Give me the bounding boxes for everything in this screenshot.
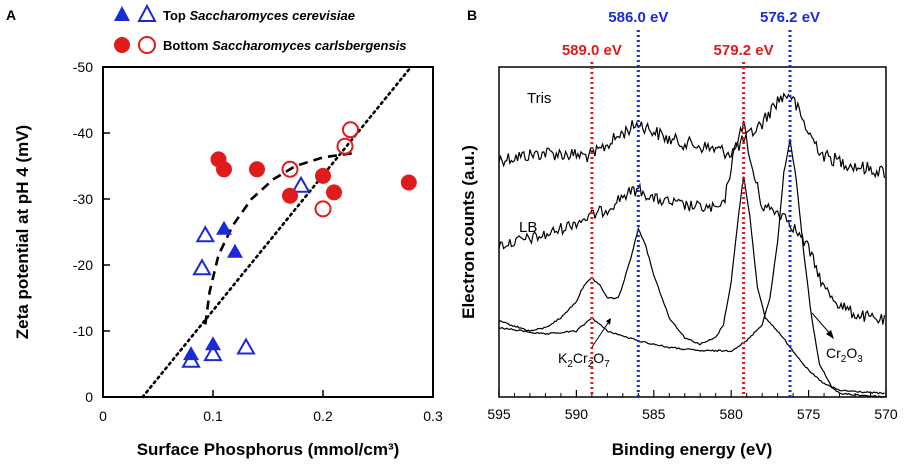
circle-filled-point bbox=[216, 161, 232, 178]
x-tick-label-b: 580 bbox=[720, 406, 744, 422]
y-tick-label-a: -50 bbox=[73, 59, 93, 75]
reference-label-5762: 576.2 eV bbox=[760, 9, 820, 26]
ticks-b: 595 590 585 580 575 570 bbox=[487, 390, 898, 422]
reference-label-5792: 579.2 eV bbox=[714, 42, 774, 59]
annotation-k2cr2o7-arrowhead bbox=[606, 318, 611, 325]
reference-label-5860: 586.0 eV bbox=[608, 9, 668, 26]
legend-top-species: Saccharomyces cerevisiae bbox=[189, 8, 355, 23]
circle-open-point bbox=[281, 160, 299, 178]
panel-b: B 595 590 585 580 575 570 589.0 eV 586.0 eV 579… bbox=[459, 7, 898, 459]
x-tick-label-a: 0.2 bbox=[313, 408, 333, 424]
series-label-tris: Tris bbox=[527, 90, 551, 107]
x-tick-label-b: 595 bbox=[487, 406, 511, 422]
annotation-k2cr2o7: K2Cr2O7 bbox=[558, 318, 611, 370]
legend-top-text: Top Saccharomyces cerevisiae bbox=[163, 8, 355, 23]
y-axis-label-b: Electron counts (a.u.) bbox=[459, 145, 478, 319]
y-tick-label-a: 0 bbox=[85, 389, 93, 405]
y-tick-label-a: -20 bbox=[73, 257, 93, 273]
circle-filled-point bbox=[249, 161, 265, 178]
triangle-open-point bbox=[203, 344, 223, 362]
triangle-open-point bbox=[181, 350, 201, 368]
circle-filled-point bbox=[400, 174, 417, 191]
plot-frame-b bbox=[498, 66, 887, 398]
ticks-a: 0 0.1 0.2 0.3 0 -10 -20 -30 -40 -50 bbox=[73, 59, 443, 424]
circle-open-point bbox=[342, 121, 359, 139]
x-tick-label-a: 0.3 bbox=[423, 408, 443, 424]
plot-frame-a bbox=[102, 66, 434, 398]
annotation-cr2o3: Cr2O3 bbox=[811, 312, 863, 365]
points-a bbox=[181, 121, 417, 368]
triangle-open-point bbox=[195, 225, 216, 243]
legend-top-filled-marker bbox=[114, 6, 130, 21]
fit-line-dotted bbox=[141, 65, 413, 399]
series-label-lb: LB bbox=[519, 219, 537, 236]
x-tick-label-a: 0.1 bbox=[203, 408, 223, 424]
reference-label-5890: 589.0 eV bbox=[562, 42, 622, 59]
legend-bottom-species: Saccharomyces carlsbergensis bbox=[212, 38, 406, 53]
spectrum-tris bbox=[498, 92, 886, 179]
legend-bottom-prefix: Bottom bbox=[163, 38, 209, 53]
circle-open-point bbox=[336, 137, 354, 155]
annotation-k2cr2o7-pointer bbox=[591, 322, 609, 348]
legend-bottom-open-marker bbox=[138, 36, 156, 54]
circle-filled-point bbox=[326, 184, 342, 201]
spectrum-k2cr2o7 bbox=[498, 176, 885, 395]
x-tick-label-b: 585 bbox=[642, 406, 666, 422]
circle-filled-point bbox=[315, 167, 331, 184]
x-tick-label-b: 590 bbox=[565, 406, 589, 422]
y-axis-label-a: Zeta potential at pH 4 (mV) bbox=[13, 125, 32, 339]
annotation-k2cr2o7-text: K2Cr2O7 bbox=[558, 350, 610, 370]
x-tick-label-a: 0 bbox=[99, 408, 107, 424]
spectrum-lb bbox=[498, 120, 886, 325]
x-axis-label-b: Binding energy (eV) bbox=[612, 440, 773, 459]
reference-lines-b: 589.0 eV 586.0 eV 579.2 eV 576.2 eV bbox=[562, 9, 820, 397]
x-tick-label-b: 575 bbox=[797, 406, 821, 422]
triangle-open-point bbox=[192, 258, 212, 276]
spectrum-cr2o3 bbox=[498, 138, 885, 399]
circle-filled-point bbox=[282, 187, 298, 204]
x-axis-label-a: Surface Phosphorus (mmol/cm³) bbox=[137, 440, 400, 459]
legend-top-prefix: Top bbox=[163, 8, 186, 23]
series-b bbox=[498, 92, 886, 399]
legend-top-open-marker bbox=[137, 3, 157, 22]
circle-open-point bbox=[314, 200, 332, 218]
annotation-cr2o3-arrowhead bbox=[826, 330, 834, 339]
legend-bottom-text: Bottom Saccharomyces carlsbergensis bbox=[163, 38, 407, 53]
triangle-filled-point bbox=[216, 220, 232, 235]
x-tick-label-b: 570 bbox=[874, 406, 898, 422]
y-tick-label-a: -30 bbox=[73, 191, 93, 207]
triangle-open-point bbox=[291, 175, 311, 193]
annotation-cr2o3-text: Cr2O3 bbox=[826, 345, 863, 365]
fits-a bbox=[141, 65, 413, 399]
legend-bottom-filled-marker bbox=[114, 37, 130, 53]
triangle-open-point bbox=[236, 337, 256, 355]
fit-curve-dashed bbox=[204, 151, 357, 325]
triangle-filled-point bbox=[227, 243, 243, 258]
y-tick-label-a: -40 bbox=[73, 125, 93, 141]
y-tick-label-a: -10 bbox=[73, 323, 93, 339]
panel-b-letter: B bbox=[467, 7, 477, 23]
panel-a: A Top Saccharomyces cerevisiae Bottom Sa… bbox=[6, 3, 443, 459]
legend-a: Top Saccharomyces cerevisiae Bottom Sacc… bbox=[114, 3, 407, 54]
triangle-filled-point bbox=[205, 336, 221, 351]
panel-a-letter: A bbox=[6, 7, 16, 23]
